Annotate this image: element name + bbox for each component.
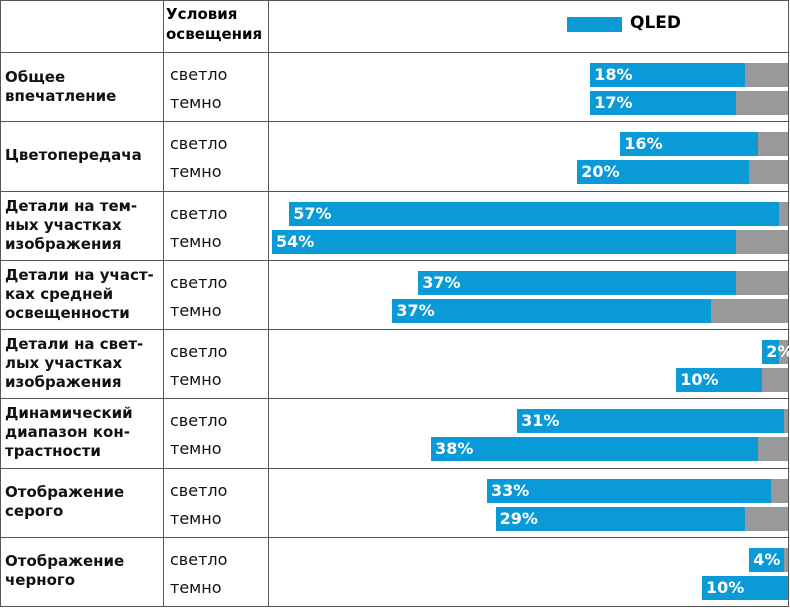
value-label: 29% (499, 508, 538, 528)
value-label: 54% (276, 231, 315, 251)
border (788, 0, 789, 607)
bar (762, 368, 788, 392)
border (0, 398, 788, 400)
condition-label: светло (170, 342, 228, 361)
bar (702, 575, 788, 600)
value-label: 38% (435, 439, 474, 459)
value-label: 2% (766, 342, 790, 361)
condition-label: темно (170, 508, 222, 528)
value-label: 57% (293, 203, 332, 223)
condition-label: темно (170, 162, 222, 182)
border (0, 190, 788, 192)
legend-label: QLED (630, 13, 682, 33)
bar (590, 63, 745, 87)
bar (749, 160, 788, 185)
bar (749, 547, 784, 572)
condition-label: светло (170, 203, 228, 223)
value-label: 4% (753, 549, 781, 569)
bar (710, 298, 788, 323)
border (0, 0, 1, 607)
border (0, 536, 788, 538)
border (0, 329, 788, 330)
group-label: Отображение черного (5, 552, 125, 590)
bar (495, 506, 745, 531)
bar (620, 132, 758, 157)
condition-label: светло (170, 480, 228, 500)
value-label: 31% (521, 411, 560, 431)
bar (590, 91, 737, 115)
border (0, 467, 788, 469)
bar (736, 270, 788, 295)
condition-label: темно (170, 439, 222, 459)
group-label: Отображение серого (5, 483, 125, 521)
condition-header: Условия освещения (166, 5, 263, 43)
value-label: 37% (422, 272, 461, 292)
border (0, 52, 788, 53)
condition-label: светло (170, 65, 228, 84)
condition-label: темно (170, 577, 222, 597)
border (163, 0, 164, 607)
condition-label: темно (170, 231, 222, 251)
condition-label: темно (170, 300, 222, 320)
condition-label: светло (170, 134, 228, 154)
value-label: 37% (396, 300, 435, 320)
group-label: Общее впечатление (5, 67, 117, 105)
border (0, 0, 788, 1)
border (0, 121, 788, 123)
bar (779, 201, 788, 226)
bar (757, 132, 788, 157)
value-label: 10% (706, 577, 745, 597)
bar (783, 547, 788, 572)
group-label: Детали на участ- ках средней освещенност… (5, 265, 154, 322)
border (268, 0, 269, 607)
condition-label: светло (170, 411, 228, 431)
bar (517, 409, 784, 434)
value-label: 33% (491, 480, 530, 500)
bar (418, 270, 737, 295)
bar (783, 409, 788, 434)
bar (289, 201, 780, 226)
bar (745, 506, 788, 531)
legend-swatch (567, 17, 622, 32)
value-label: 10% (680, 370, 719, 389)
value-label: 17% (594, 93, 633, 112)
group-label: Динамический диапазон кон- трастности (5, 404, 133, 461)
bar (736, 91, 788, 115)
border (0, 606, 788, 607)
bar (736, 229, 788, 254)
bar (577, 160, 750, 185)
group-label: Детали на тем- ных участках изображения (5, 196, 138, 253)
bar (272, 229, 737, 254)
value-label: 18% (594, 65, 633, 84)
bar (745, 63, 788, 87)
condition-label: темно (170, 370, 222, 389)
border (0, 259, 788, 261)
bar (779, 340, 788, 364)
value-label: 16% (624, 134, 663, 154)
condition-label: светло (170, 549, 228, 569)
bar (392, 298, 711, 323)
bar (770, 478, 788, 503)
bar (487, 478, 771, 503)
condition-label: светло (170, 272, 228, 292)
bar (762, 340, 780, 364)
bar (431, 437, 758, 462)
group-label: Цветопередача (5, 146, 142, 165)
bar (676, 368, 763, 392)
condition-label: темно (170, 93, 222, 112)
group-label: Детали на свет- лых участках изображения (5, 335, 144, 392)
value-label: 20% (581, 162, 620, 182)
bar (757, 437, 788, 462)
